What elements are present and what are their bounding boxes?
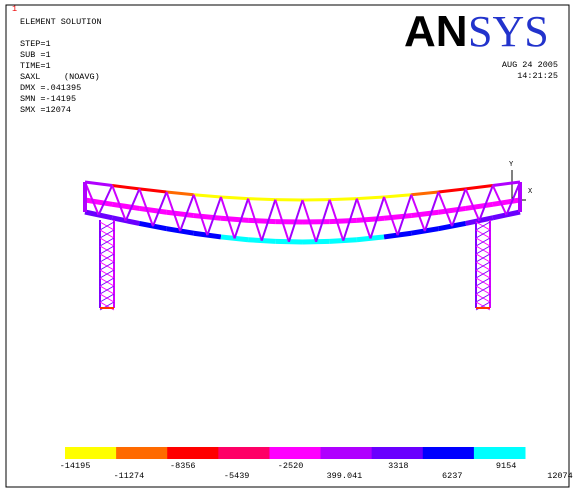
item-line: SAXL [20, 72, 40, 82]
mid-chord [167, 212, 194, 215]
legend-label: 12074 [547, 471, 573, 481]
legend-label: 6237 [442, 471, 462, 481]
top-chord [330, 199, 357, 200]
top-chord [357, 197, 384, 199]
legend-swatch [474, 447, 526, 459]
legend-label: -8356 [170, 461, 196, 471]
sub-line: SUB =1 [20, 50, 51, 60]
mid-chord [221, 218, 248, 220]
mid-chord [411, 212, 438, 215]
legend-label: -2520 [278, 461, 304, 471]
legend-label: 3318 [388, 461, 408, 471]
legend-swatch [372, 447, 424, 459]
legend-label: 9154 [496, 461, 516, 471]
legend-label: -5439 [224, 471, 250, 481]
solution-title: ELEMENT SOLUTION [20, 17, 102, 27]
step-line: STEP=1 [20, 39, 51, 49]
legend-swatch [423, 447, 475, 459]
mid-chord [194, 216, 221, 219]
logo-bold: AN [404, 7, 468, 56]
legend-label: 399.041 [327, 471, 363, 481]
time: 14:21:25 [517, 71, 558, 81]
legend-swatch [321, 447, 373, 459]
time-line: TIME=1 [20, 61, 51, 71]
legend-swatch [218, 447, 270, 459]
mid-chord [330, 220, 357, 221]
legend-label: -14195 [60, 461, 91, 471]
mid-chord [357, 218, 384, 220]
date: AUG 24 2005 [502, 60, 558, 70]
ansys-window: 1 ELEMENT SOLUTION STEP=1 SUB =1 TIME=1 … [0, 0, 576, 494]
mid-chord [384, 216, 411, 219]
legend-swatch [116, 447, 168, 459]
smx-line: SMX =12074 [20, 105, 71, 115]
legend-swatch [269, 447, 321, 459]
top-chord [248, 199, 275, 200]
mid-chord [248, 220, 275, 221]
logo-light: SYS [468, 7, 549, 56]
smn-line: SMN =-14195 [20, 94, 76, 104]
legend-swatch [65, 447, 117, 459]
dmx-line: DMX =.041395 [20, 83, 81, 93]
top-chord [221, 197, 248, 199]
legend-swatch [167, 447, 219, 459]
screenshot: 1 ELEMENT SOLUTION STEP=1 SUB =1 TIME=1 … [0, 0, 576, 494]
window-marker: 1 [12, 4, 17, 14]
item-note: (NOAVG) [64, 72, 100, 82]
legend-label: -11274 [114, 471, 145, 481]
